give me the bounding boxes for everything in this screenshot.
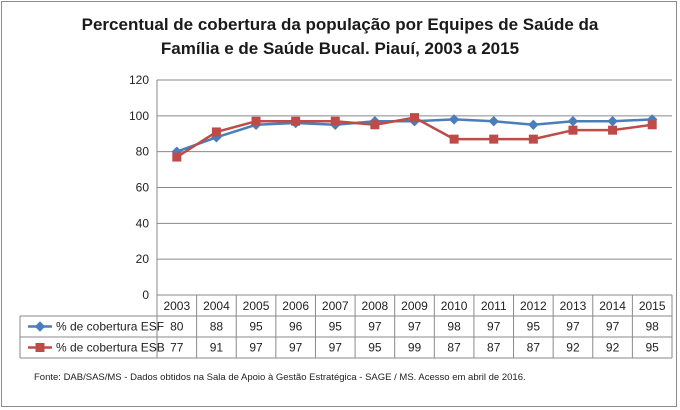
series-1-point-2004 (211, 127, 221, 137)
legend-key-marker-0 (34, 321, 46, 332)
data-cell-0-2012: 95 (527, 320, 541, 334)
x-tick-label-2006: 2006 (282, 299, 309, 313)
legend-label-1: % de cobertura ESB (56, 341, 165, 355)
x-tick-label-2013: 2013 (560, 299, 587, 313)
data-cell-1-2007: 97 (329, 341, 343, 355)
data-table: 2003 2004 2005 2006 2007 2008 2009 2010 2011 2012… (19, 294, 673, 359)
y-axis: 0 20 40 60 80 100 120 (129, 73, 158, 302)
x-tick-label-2003: 2003 (163, 299, 190, 313)
data-cell-0-2005: 95 (249, 320, 263, 334)
data-cell-0-2008: 97 (368, 320, 382, 334)
data-cell-0-2003: 80 (170, 320, 184, 334)
x-tick-label-2015: 2015 (639, 299, 666, 313)
y-tick-label-0: 0 (142, 288, 149, 302)
chart-title-line-1: Percentual de cobertura da população por… (82, 15, 599, 34)
data-cell-0-2009: 97 (408, 320, 422, 334)
data-cell-1-2012: 87 (527, 341, 541, 355)
gridlines (157, 79, 672, 260)
data-cell-0-2015: 98 (646, 320, 660, 334)
data-cell-1-2006: 97 (289, 341, 303, 355)
series-1-point-2010 (449, 134, 459, 144)
data-cell-1-2014: 92 (606, 341, 620, 355)
y-tick-label-20: 20 (136, 252, 150, 266)
series-1-point-2003 (172, 152, 182, 162)
series-1-point-2011 (489, 134, 499, 144)
series-1-point-2007 (330, 116, 340, 126)
legend-key-marker-1 (35, 343, 45, 352)
series-1-point-2013 (568, 125, 578, 135)
data-cell-0-2004: 88 (210, 320, 224, 334)
series-0-point-2013 (567, 116, 579, 127)
y-tick-label-60: 60 (136, 181, 150, 195)
data-cell-1-2013: 92 (566, 341, 580, 355)
data-cell-1-2003: 77 (170, 341, 184, 355)
series-1-point-2008 (370, 120, 380, 130)
data-cell-1-2010: 87 (447, 341, 461, 355)
data-cell-1-2004: 91 (210, 341, 224, 355)
data-cell-0-2006: 96 (289, 320, 303, 334)
series-1-point-2005 (251, 116, 261, 126)
series-0-point-2011 (488, 116, 499, 127)
series-0-point-2010 (448, 114, 460, 125)
y-tick-label-40: 40 (136, 216, 150, 230)
data-cell-1-2008: 95 (368, 341, 382, 355)
series-0-point-2012 (528, 119, 539, 130)
x-tick-label-2010: 2010 (441, 299, 468, 313)
source-note: Fonte: DAB/SAS/MS - Dados obtidos na Sal… (34, 372, 526, 383)
series-lines (171, 113, 658, 162)
x-tick-label-2012: 2012 (520, 299, 547, 313)
data-cell-1-2015: 95 (646, 341, 660, 355)
data-cell-1-2005: 97 (249, 341, 263, 355)
x-tick-label-2004: 2004 (203, 299, 230, 313)
data-cell-0-2010: 98 (447, 320, 461, 334)
series-1-point-2006 (291, 116, 301, 126)
legend-label-0: % de cobertura ESF (56, 320, 164, 334)
data-cell-1-2009: 99 (408, 341, 422, 355)
x-tick-label-2009: 2009 (401, 299, 428, 313)
series-1-point-2015 (647, 120, 657, 130)
y-tick-label-100: 100 (129, 109, 149, 123)
y-tick-label-120: 120 (129, 73, 149, 87)
data-cell-0-2013: 97 (566, 320, 580, 334)
x-tick-label-2014: 2014 (599, 299, 626, 313)
y-tick-label-80: 80 (136, 145, 150, 159)
series-1-point-2014 (608, 125, 618, 135)
x-tick-label-2007: 2007 (322, 299, 349, 313)
chart-title-line-2: Família e de Saúde Bucal. Piauí, 2003 a … (161, 39, 519, 58)
data-cell-0-2007: 95 (329, 320, 343, 334)
x-tick-label-2008: 2008 (362, 299, 389, 313)
series-1-point-2012 (528, 134, 538, 144)
series-1-point-2009 (410, 113, 419, 123)
x-tick-label-2011: 2011 (481, 299, 507, 313)
x-tick-label-2005: 2005 (243, 299, 270, 313)
data-cell-0-2014: 97 (606, 320, 620, 334)
data-cell-1-2011: 87 (487, 341, 501, 355)
series-0-point-2014 (607, 116, 618, 127)
data-cell-0-2011: 97 (487, 320, 501, 334)
